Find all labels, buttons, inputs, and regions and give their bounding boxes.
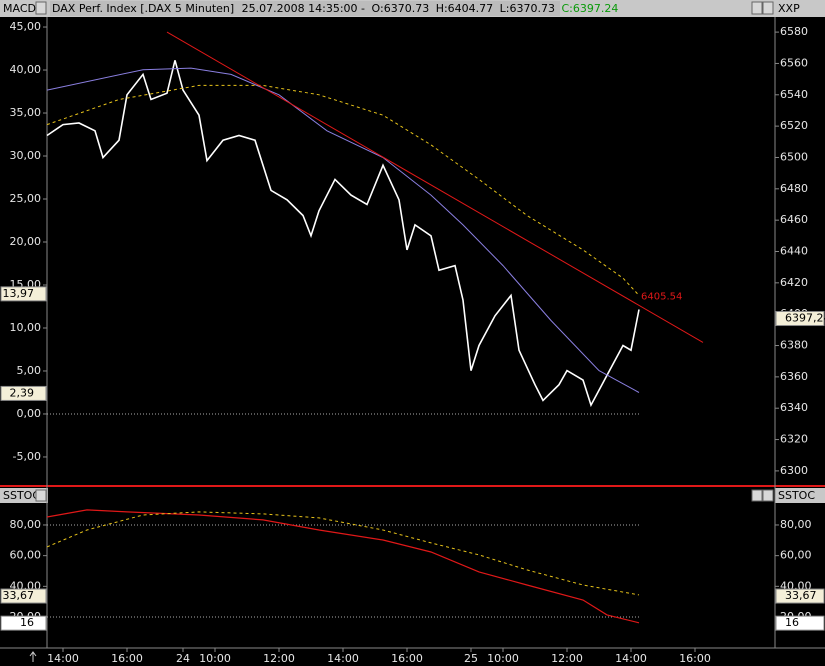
- subpanel-right-label: SSTOC: [778, 489, 815, 502]
- y2-tick-label: 6380: [780, 339, 808, 352]
- y2-tick-label: 6540: [780, 88, 808, 101]
- value-marker: [0, 385, 47, 401]
- value-marker: [0, 588, 47, 604]
- value-marker-label: 16: [785, 616, 799, 629]
- series-line: [166, 31, 704, 343]
- value-marker-label: 33,67: [785, 589, 817, 602]
- y2-tick-label: 6340: [780, 401, 808, 414]
- dropdown-button[interactable]: [751, 1, 763, 15]
- close-button[interactable]: [762, 1, 774, 15]
- chart-title: DAX Perf. Index [.DAX 5 Minuten] 25.07.2…: [52, 2, 618, 15]
- x-tick-label: 25: [464, 652, 478, 665]
- y-tick-label: 5,00: [17, 364, 42, 377]
- y2-tick-label: 6320: [780, 433, 808, 446]
- x-tick-label: 12:00: [551, 652, 583, 665]
- subpanel-label: SSTOC: [3, 489, 40, 502]
- y-tick-label: 35,00: [10, 106, 42, 119]
- y2-tick-label: 6500: [780, 150, 808, 163]
- x-tick-label: 16:00: [679, 652, 711, 665]
- x-tick-label: 14:00: [615, 652, 647, 665]
- value-marker-label: 16: [20, 616, 34, 629]
- y-tick-label: 80,00: [10, 518, 42, 531]
- y-tick-label: 25,00: [10, 192, 42, 205]
- dropdown-button[interactable]: [35, 1, 47, 15]
- y2-tick-label: 6460: [780, 213, 808, 226]
- info-close: C:6397.24: [562, 2, 619, 15]
- x-tick-label: 10:00: [487, 652, 519, 665]
- y-tick-label: 60,00: [10, 549, 42, 562]
- y-tick-label: 10,00: [10, 321, 42, 334]
- x-tick-label: 10:00: [199, 652, 231, 665]
- value-marker-label: 33,67: [3, 589, 35, 602]
- right-axis-label: XXP: [778, 2, 800, 15]
- title: DAX Perf. Index [.DAX 5 Minuten]: [52, 2, 234, 15]
- y2-tick-label: 80,00: [780, 518, 812, 531]
- series-line: [46, 60, 640, 408]
- y2-tick-label: 6420: [780, 276, 808, 289]
- x-tick-label: 14:00: [47, 652, 79, 665]
- y2-tick-label: 6300: [780, 464, 808, 477]
- scroll-arrow[interactable]: [29, 651, 37, 662]
- x-tick-label: 24: [176, 652, 190, 665]
- y-tick-label: 45,00: [10, 20, 42, 33]
- y2-tick-label: 6440: [780, 245, 808, 258]
- y2-tick-label: 6580: [780, 25, 808, 38]
- y2-tick-label: 6480: [780, 182, 808, 195]
- series-line: [46, 511, 640, 596]
- y2-tick-label: 6520: [780, 119, 808, 132]
- info-high: H:6404.77: [436, 2, 493, 15]
- annotation: 6405.54: [641, 292, 682, 303]
- value-marker-label: 13,97: [3, 287, 35, 300]
- value-marker: [775, 588, 825, 604]
- series-line: [46, 509, 640, 624]
- x-tick-label: 12:00: [263, 652, 295, 665]
- x-tick-label: 16:00: [111, 652, 143, 665]
- info-low: L:6370.73: [500, 2, 555, 15]
- y-tick-label: 20,00: [10, 235, 42, 248]
- y-tick-label: -5,00: [13, 450, 41, 463]
- value-marker: [775, 615, 825, 631]
- info-open: O:6370.73: [372, 2, 430, 15]
- y2-tick-label: 6360: [780, 370, 808, 383]
- series-line: [46, 84, 640, 296]
- y2-tick-label: 6560: [780, 56, 808, 69]
- value-marker: [0, 615, 47, 631]
- y2-tick-label: 60,00: [780, 549, 812, 562]
- info-date: 25.07.2008 14:35:00 -: [242, 2, 365, 15]
- dropdown-button[interactable]: [35, 489, 47, 502]
- value-marker-label: 2,39: [10, 386, 35, 399]
- value-marker: [775, 311, 825, 327]
- subpanel-bar-gap: [48, 488, 775, 503]
- panel-label: MACD: [3, 2, 36, 15]
- y-tick-label: 40,00: [10, 63, 42, 76]
- title-box: [50, 1, 560, 16]
- y-tick-label: 30,00: [10, 149, 42, 162]
- y-tick-label: 0,00: [17, 407, 42, 420]
- value-marker: [0, 286, 47, 302]
- x-tick-label: 14:00: [327, 652, 359, 665]
- value-marker-label: 6397,24: [785, 312, 825, 325]
- x-tick-label: 16:00: [391, 652, 423, 665]
- dropdown-button[interactable]: [751, 489, 763, 502]
- close-button[interactable]: [762, 489, 774, 502]
